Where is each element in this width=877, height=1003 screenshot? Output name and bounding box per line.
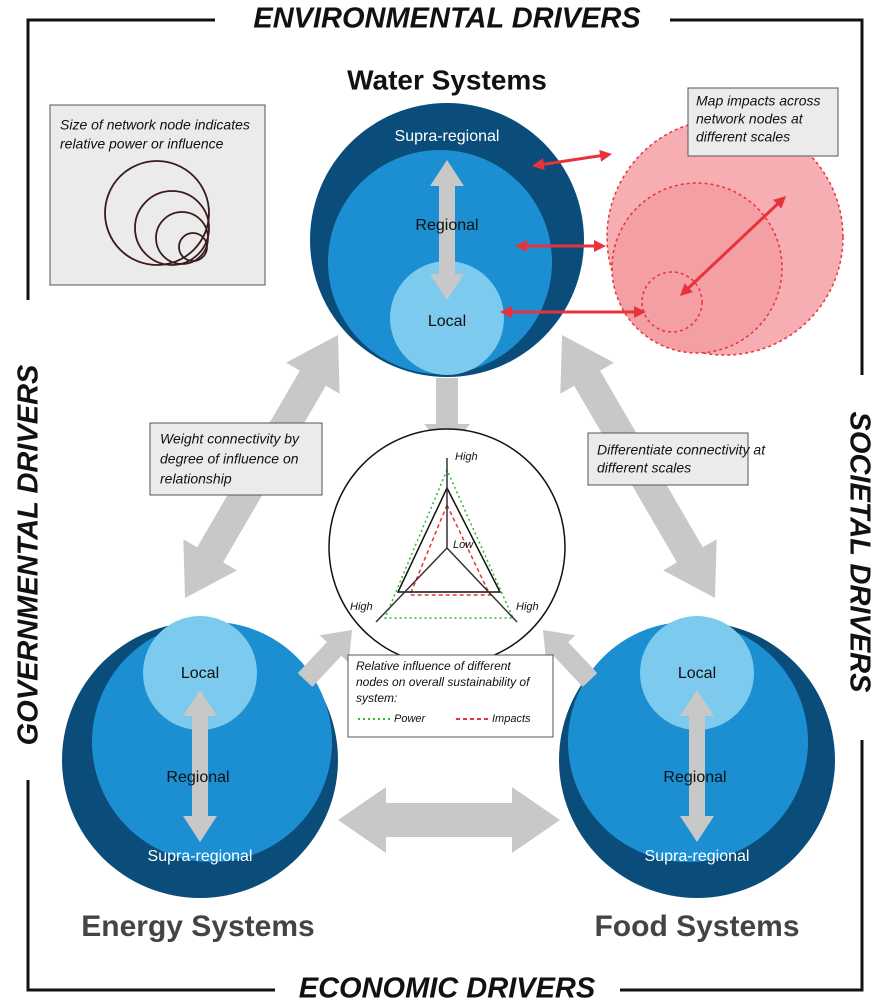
note-text: relationship [160,471,232,487]
level-label: Supra-regional [148,848,253,865]
energy-node [62,616,338,898]
radar-label: High [516,601,539,613]
arrow [500,306,646,318]
frame [26,18,864,992]
level-label: Supra-regional [395,128,500,145]
level-label: Local [428,313,466,330]
level-label: Regional [166,769,229,786]
arrow [430,160,464,300]
system-title: Food Systems [594,910,799,943]
food-node [559,616,835,898]
legend-label: Power [394,713,427,725]
note-text: system: [356,691,397,705]
system-title: Energy Systems [81,910,314,943]
level-label: Regional [663,769,726,786]
note-text: different scales [597,460,691,476]
arrow [338,787,560,853]
arrow [515,240,606,252]
level-label: Regional [415,217,478,234]
level-label: Local [181,665,219,682]
level-label: Supra-regional [645,848,750,865]
impact-circles [606,118,844,356]
note-box [687,87,839,157]
note-box [49,104,266,286]
level-label: Local [678,665,716,682]
radar-label: High [455,451,478,463]
note-box [149,422,323,496]
notes: Size of network node indicates relative p… [60,93,820,705]
arrow [532,149,612,171]
note-text: Differentiate connectivity at [597,442,766,458]
note-text: Map impacts across [696,93,820,109]
note-text: Relative influence of different [356,659,511,673]
driver-bottom: ECONOMIC DRIVERS [299,973,596,1003]
legend-label: Impacts [492,713,531,725]
radar [328,428,566,666]
note-text: different scales [696,129,790,145]
driver-left: GOVERNMENTAL DRIVERS [13,364,45,745]
note-text: relative power or influence [60,136,224,152]
arrow [680,690,714,842]
arrow [680,196,786,296]
arrow [297,630,352,687]
note-text: nodes on overall sustainability of [356,675,531,689]
system-title: Water Systems [347,64,547,95]
note-box [347,654,554,738]
note-text: network nodes at [696,111,804,127]
radar-label: High [350,601,373,613]
driver-right: SOCIETAL DRIVERS [843,412,875,694]
note-text: Size of network node indicates [60,117,250,133]
note-text: Weight connectivity by [160,431,300,447]
size-circles [104,160,210,266]
note-text: degree of influence on [160,451,299,467]
arrow [543,630,598,687]
driver-top: ENVIRONMENTAL DRIVERS [253,3,641,35]
note-box [587,432,749,486]
arrow [183,690,217,842]
radar-label: Low [453,539,474,551]
